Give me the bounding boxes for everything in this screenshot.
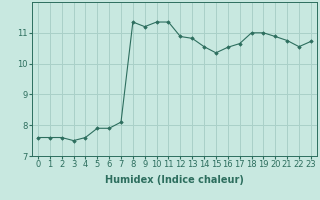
X-axis label: Humidex (Indice chaleur): Humidex (Indice chaleur): [105, 175, 244, 185]
